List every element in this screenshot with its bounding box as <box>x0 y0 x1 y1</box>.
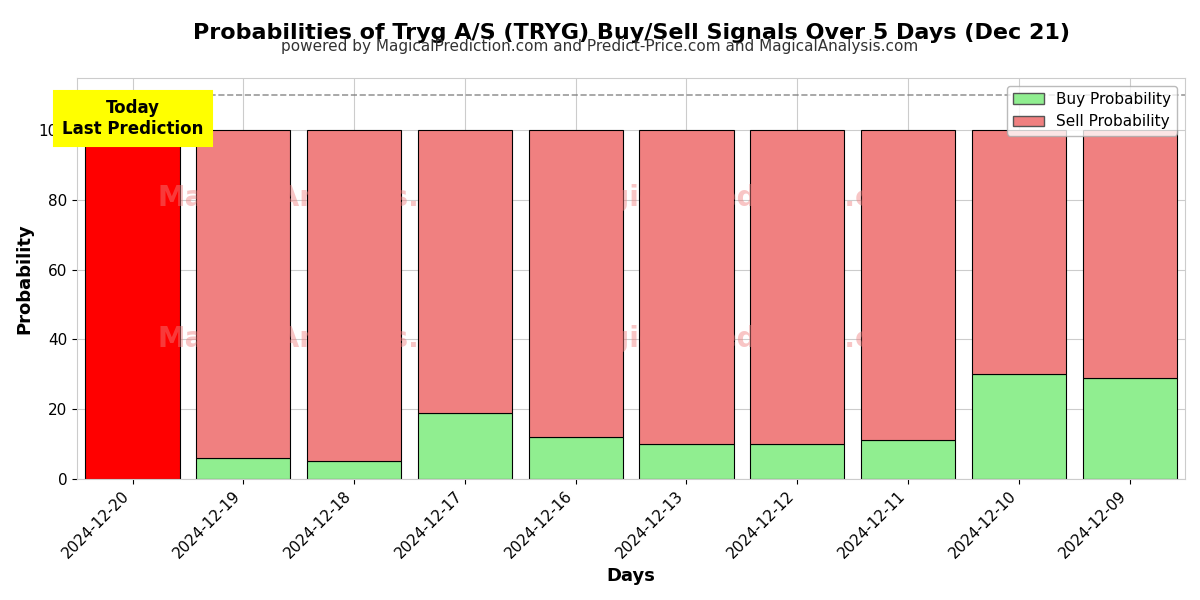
Title: Probabilities of Tryg A/S (TRYG) Buy/Sell Signals Over 5 Days (Dec 21): Probabilities of Tryg A/S (TRYG) Buy/Sel… <box>192 23 1069 43</box>
Bar <box>197 458 290 479</box>
Text: MagicalAnalysis.com: MagicalAnalysis.com <box>157 184 484 212</box>
Text: powered by MagicalPrediction.com and Predict-Price.com and MagicalAnalysis.com: powered by MagicalPrediction.com and Pre… <box>281 39 919 54</box>
Y-axis label: Probability: Probability <box>14 223 32 334</box>
Bar <box>750 130 845 444</box>
Bar <box>640 444 733 479</box>
Legend: Buy Probability, Sell Probability: Buy Probability, Sell Probability <box>1007 86 1177 136</box>
Text: Today
Last Prediction: Today Last Prediction <box>62 99 203 138</box>
Text: MagicalAnalysis.com: MagicalAnalysis.com <box>157 325 484 353</box>
Bar <box>418 130 512 413</box>
Text: MagicalPrediction.com: MagicalPrediction.com <box>564 184 920 212</box>
Bar <box>307 461 401 479</box>
Bar <box>750 444 845 479</box>
Bar <box>972 130 1066 374</box>
Bar <box>860 440 955 479</box>
Bar <box>1082 378 1177 479</box>
Bar <box>197 130 290 458</box>
Bar <box>85 130 180 479</box>
Bar <box>860 130 955 440</box>
Bar <box>640 130 733 444</box>
X-axis label: Days: Days <box>607 567 655 585</box>
Bar <box>529 130 623 437</box>
Text: MagicalPrediction.com: MagicalPrediction.com <box>564 325 920 353</box>
Bar <box>307 130 401 461</box>
Bar <box>529 437 623 479</box>
Bar <box>418 413 512 479</box>
Bar <box>1082 130 1177 378</box>
Bar <box>972 374 1066 479</box>
